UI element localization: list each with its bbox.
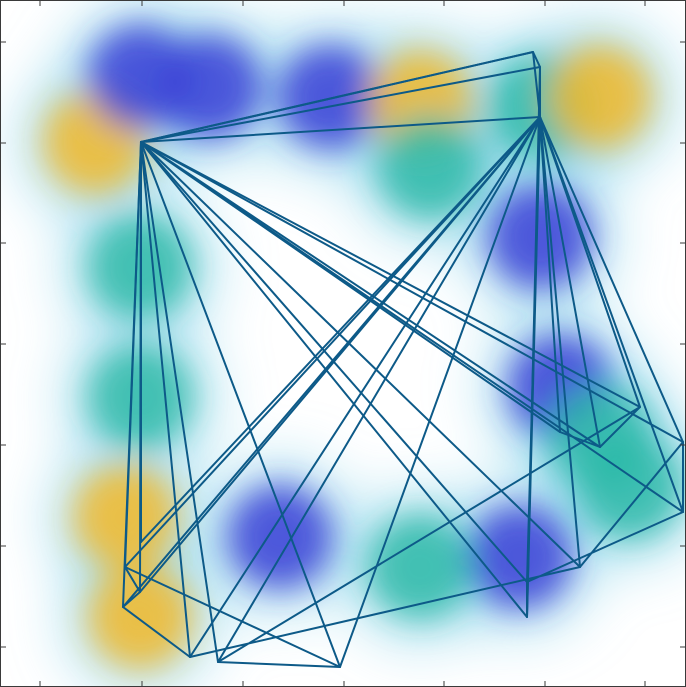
trajectory-segment-1-7 [539, 116, 684, 443]
trajectory-segment-1-11 [139, 116, 541, 593]
heatmap-blob-16 [468, 505, 572, 609]
heatmap-blob-18 [228, 485, 332, 589]
trajectory-segment-1-9 [189, 116, 541, 658]
trajectory-segment-0-7 [140, 141, 684, 443]
trajectory-segment-1-17 [539, 116, 561, 433]
heatmap-blob-9 [378, 115, 482, 219]
trajectory-segment-0-13 [140, 141, 341, 668]
trajectory-segment-1-15 [539, 116, 641, 408]
trajectory-segment-1-1 [140, 116, 541, 143]
trajectory-segment-1-13 [339, 116, 541, 668]
heatmap-blob-17 [368, 515, 472, 619]
trajectory-segment-1-14 [217, 116, 541, 663]
heatmap-blob-11 [548, 45, 652, 149]
trajectory-segment-1-8 [539, 116, 581, 568]
trajectory-segment-0-12 [124, 141, 142, 568]
trajectory-segment-0-16 [140, 141, 601, 448]
trajectory-segment-0-17 [140, 141, 561, 433]
trajectory-segment-0-3 [140, 66, 541, 143]
trajectory-segment-0-8 [140, 141, 581, 568]
heatmap-blob-6 [158, 35, 262, 139]
trajectory-segment-0-4 [140, 141, 528, 618]
trajectory-layer [122, 51, 684, 668]
trajectory-segment-1-12 [124, 116, 541, 568]
trajectory-path [122, 51, 684, 668]
heatmap-blob-4 [73, 465, 177, 569]
heatmap-layer [17, 0, 686, 687]
heatmap-blob-7 [278, 45, 382, 149]
trajectory-segment-0-9 [140, 141, 191, 658]
trajectory-segment-1-6 [539, 116, 684, 513]
trajectory-segment-0-14 [140, 141, 219, 663]
heatmap-blob-5 [88, 565, 192, 669]
trajectory-segment-1-16 [539, 116, 601, 448]
trajectory-segment-0-15 [140, 141, 641, 408]
heatmap-blob-15 [578, 435, 682, 539]
